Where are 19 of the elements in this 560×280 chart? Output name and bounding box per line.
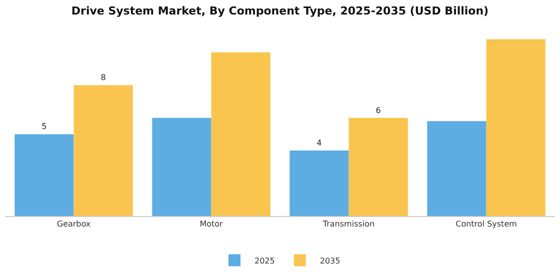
data-label: 4 bbox=[316, 138, 322, 148]
legend-label: 2025 bbox=[254, 256, 275, 266]
bar bbox=[74, 85, 133, 216]
x-tick-label: Control System bbox=[456, 220, 518, 229]
x-tick-label: Gearbox bbox=[56, 220, 91, 229]
data-label: 6 bbox=[376, 106, 381, 115]
bar bbox=[427, 121, 486, 216]
bar bbox=[348, 118, 408, 216]
bar bbox=[152, 118, 212, 216]
data-label: 5 bbox=[42, 122, 47, 132]
bar bbox=[486, 39, 546, 216]
bar bbox=[14, 134, 74, 216]
chart-title: Drive System Market, By Component Type, 2025-2035 (USD Billion) bbox=[71, 4, 489, 18]
x-tick-label: Motor bbox=[200, 220, 224, 229]
x-tick-label: Transmission bbox=[322, 220, 375, 229]
bar bbox=[211, 52, 270, 216]
legend-label: 2035 bbox=[320, 256, 340, 266]
data-label: 8 bbox=[100, 73, 106, 82]
bar bbox=[290, 150, 349, 216]
